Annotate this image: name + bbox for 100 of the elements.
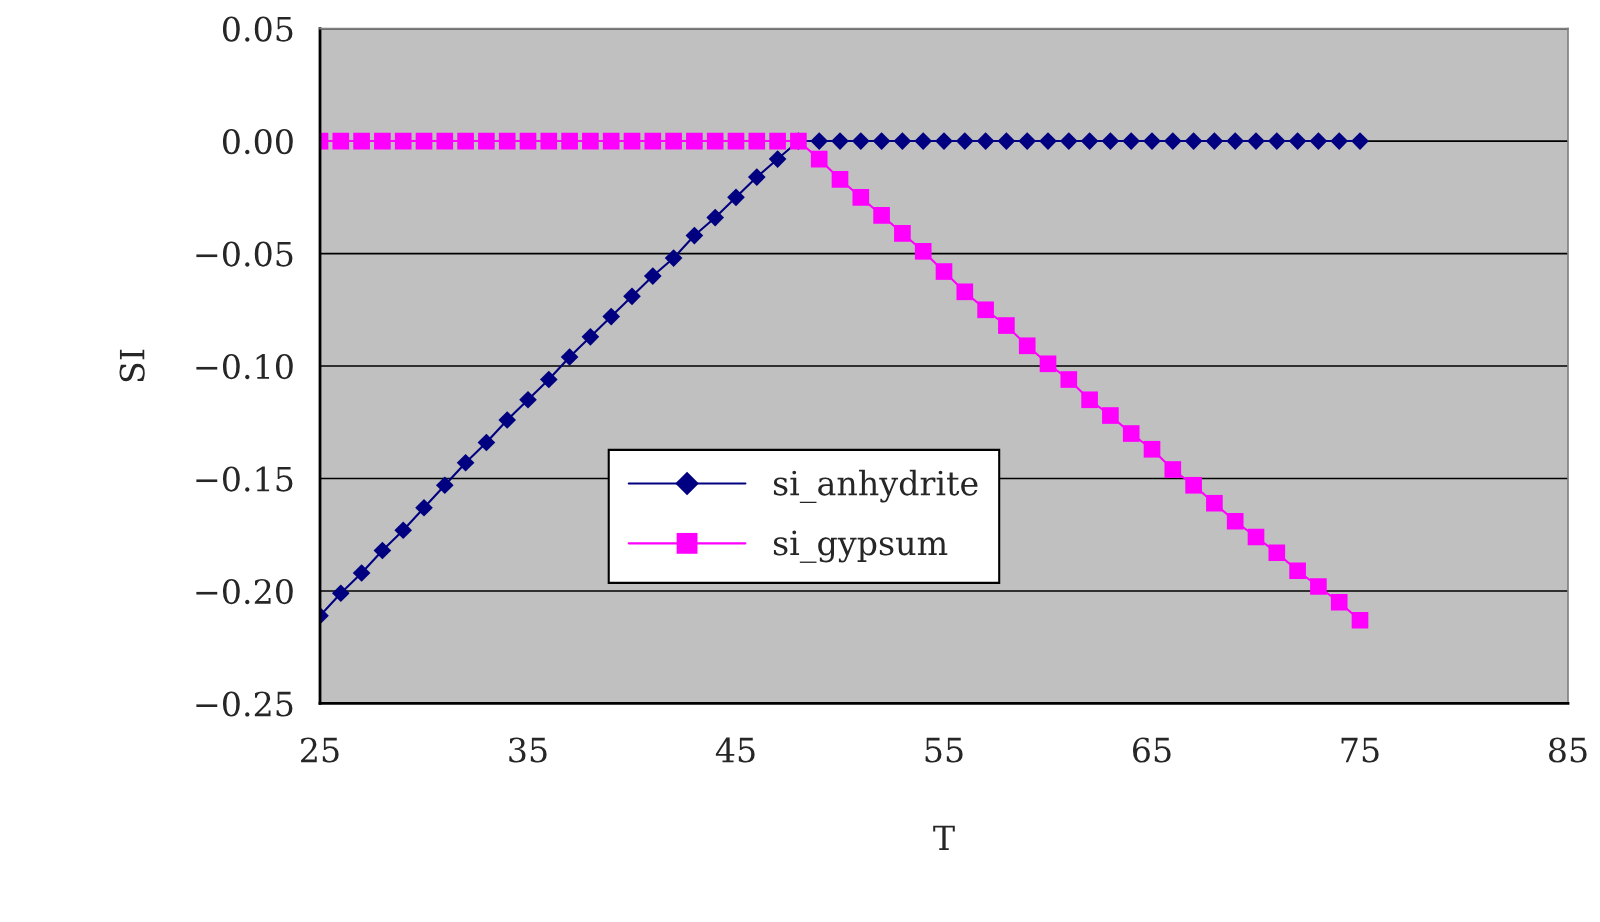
point — [1330, 132, 1349, 150]
point — [727, 132, 745, 150]
y-tick-label: 0.05 — [222, 16, 293, 42]
point — [852, 188, 870, 206]
point — [665, 132, 682, 150]
point — [1143, 132, 1161, 150]
point — [976, 132, 995, 150]
point — [1184, 132, 1203, 150]
y-axis-title: SI — [119, 349, 145, 382]
point — [1122, 425, 1140, 442]
legend-label: si_anhydrite — [773, 469, 978, 504]
point — [1226, 512, 1244, 530]
point — [706, 208, 725, 227]
point — [935, 132, 953, 150]
x-tick-label: 55 — [925, 737, 963, 763]
point — [561, 132, 578, 150]
y-tick-label: −0.20 — [196, 578, 293, 605]
point — [539, 370, 558, 389]
point — [602, 307, 621, 326]
point — [769, 132, 786, 150]
point — [581, 327, 600, 346]
point — [810, 132, 829, 150]
point — [374, 132, 391, 150]
y-tick-label: 0.00 — [222, 128, 293, 155]
x-tick-label: 45 — [715, 737, 755, 763]
point — [1247, 132, 1265, 150]
point — [1289, 562, 1306, 580]
point — [1205, 132, 1224, 150]
point — [352, 564, 371, 582]
point — [1310, 578, 1327, 595]
point — [415, 498, 433, 517]
point — [1309, 132, 1328, 150]
y-tick-label: −0.05 — [196, 241, 293, 267]
x-tick-label: 75 — [1341, 737, 1379, 763]
point — [1206, 494, 1223, 512]
point — [373, 541, 392, 560]
point — [540, 132, 558, 150]
point — [519, 390, 537, 409]
point — [872, 132, 891, 150]
point — [706, 132, 724, 150]
point — [831, 132, 849, 150]
point — [331, 584, 350, 603]
point — [1185, 476, 1202, 494]
point — [477, 433, 496, 452]
point — [831, 170, 849, 188]
point — [851, 132, 870, 150]
point — [1267, 132, 1286, 150]
point — [623, 287, 641, 306]
point — [560, 348, 579, 366]
point — [685, 226, 704, 245]
x-tick-label: 85 — [1549, 737, 1587, 763]
point — [1330, 593, 1348, 611]
y-tick-label: −0.10 — [196, 353, 293, 380]
point — [1102, 407, 1119, 424]
point — [873, 206, 890, 224]
point — [1122, 132, 1141, 150]
point — [1351, 611, 1369, 629]
y-tick-label: −0.15 — [196, 466, 293, 492]
point — [1247, 528, 1265, 546]
point — [998, 317, 1015, 334]
point — [1163, 132, 1182, 150]
point — [519, 132, 537, 150]
point — [456, 453, 475, 472]
point — [623, 132, 641, 150]
legend-label: si_gypsum — [773, 530, 948, 563]
point — [1081, 391, 1098, 409]
point — [1101, 132, 1120, 150]
point — [1039, 355, 1057, 373]
point — [1018, 337, 1036, 355]
point — [394, 132, 412, 150]
x-tick-label: 35 — [509, 737, 547, 763]
point — [436, 132, 454, 150]
point — [643, 267, 662, 285]
point — [353, 132, 370, 150]
point — [435, 476, 454, 495]
point — [914, 132, 933, 150]
point — [1268, 544, 1286, 562]
point — [602, 132, 620, 150]
point — [956, 283, 974, 301]
point — [498, 132, 516, 150]
x-axis-title: T — [933, 825, 955, 850]
point — [1039, 132, 1057, 150]
point — [914, 242, 932, 260]
point — [686, 132, 703, 150]
point — [1164, 461, 1182, 478]
point — [935, 263, 953, 280]
point — [727, 188, 745, 207]
point — [1288, 132, 1307, 150]
point — [1351, 132, 1369, 150]
point — [582, 132, 599, 150]
x-tick-label: 25 — [301, 737, 339, 763]
point — [457, 132, 474, 150]
point — [644, 132, 662, 150]
point — [955, 132, 974, 150]
point — [997, 132, 1016, 150]
y-tick-label: −0.25 — [196, 691, 293, 717]
point — [894, 224, 911, 242]
point — [1143, 440, 1161, 458]
point — [768, 150, 787, 168]
point — [810, 150, 828, 168]
